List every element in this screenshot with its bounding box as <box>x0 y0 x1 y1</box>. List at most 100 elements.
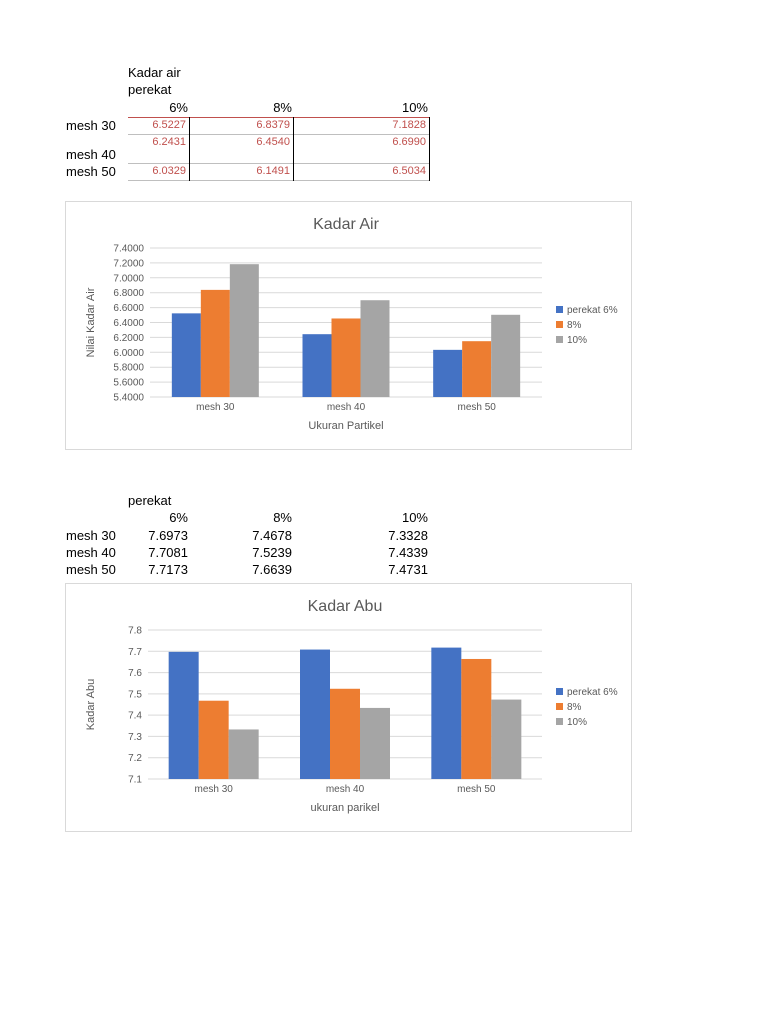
table1-row-label: mesh 30 <box>66 118 116 133</box>
bar <box>198 700 229 779</box>
x-axis-title: Ukuran Partikel <box>308 420 383 432</box>
y-tick-label: 7.8 <box>128 626 142 637</box>
bar <box>330 688 360 779</box>
table1-border <box>128 134 430 135</box>
bar <box>331 318 361 397</box>
table2-cell: 7.5239 <box>252 545 292 560</box>
bar <box>491 699 522 779</box>
y-tick-label: 5.4000 <box>113 393 144 404</box>
bar <box>171 313 201 397</box>
legend-swatch <box>556 718 563 725</box>
table2-title: perekat <box>128 493 172 508</box>
table1-cell: 6.6990 <box>392 136 426 148</box>
y-tick-label: 6.6000 <box>113 303 144 314</box>
y-axis-title: Nilai Kadar Air <box>85 287 97 357</box>
table1-row-label: mesh 40 <box>66 147 116 162</box>
y-axis-title: Kadar Abu <box>85 679 97 730</box>
table1-col-header: 8% <box>273 100 292 115</box>
chart-title: Kadar Air <box>313 216 379 233</box>
chart-kadar-air-svg: Kadar Air 5.4000 5.6000 5.8000 6.0000 6.2000 6… <box>85 216 618 432</box>
y-tick-label: 6.0000 <box>113 348 144 359</box>
table1-cell: 6.8379 <box>256 119 290 131</box>
bar <box>229 264 259 397</box>
x-tick-label: mesh 30 <box>196 402 235 413</box>
legend-label: perekat 6% <box>567 687 618 698</box>
y-tick-label: 5.6000 <box>113 378 144 389</box>
legend-swatch <box>556 703 563 710</box>
bar <box>300 649 330 779</box>
table2-col-header: 10% <box>401 510 428 525</box>
table1-cell: 6.0329 <box>152 165 186 177</box>
table1-border <box>189 117 190 181</box>
x-tick-label: mesh 30 <box>194 784 233 795</box>
chart-kadar-abu: Kadar Abu 7.1 7.2 7.3 7.4 7.5 7.6 7.7 7.8 mesh 30… <box>65 583 632 832</box>
bar <box>168 651 199 779</box>
bar <box>462 341 492 397</box>
x-axis-title: ukuran parikel <box>310 802 379 814</box>
table2-col-header: 6% <box>169 510 188 525</box>
y-tick-label: 7.4 <box>128 711 142 722</box>
table2-row-label: mesh 40 <box>66 545 116 560</box>
y-tick-label: 7.1 <box>128 775 142 786</box>
bar <box>461 658 492 779</box>
table1-title-line2: perekat <box>128 82 172 97</box>
y-tick-label: 7.6 <box>128 668 142 679</box>
x-tick-label: mesh 50 <box>457 402 496 413</box>
table1-border <box>429 117 430 181</box>
bar <box>360 707 390 779</box>
chart-title: Kadar Abu <box>308 598 383 615</box>
table2-row-label: mesh 30 <box>66 528 116 543</box>
table2-cell: 7.4731 <box>388 562 428 577</box>
table2-cell: 7.7081 <box>148 545 188 560</box>
legend-swatch <box>556 306 563 313</box>
table1-border <box>293 117 294 181</box>
legend-label: 8% <box>567 320 582 331</box>
legend-label: 10% <box>567 717 587 728</box>
table2-cell: 7.4678 <box>252 528 292 543</box>
table2-col-header: 8% <box>273 510 292 525</box>
x-tick-label: mesh 40 <box>327 402 366 413</box>
x-tick-label: mesh 50 <box>457 784 496 795</box>
table1-border <box>128 117 430 118</box>
table1-border <box>128 163 430 164</box>
table1-col-header: 10% <box>401 100 428 115</box>
bar <box>200 289 230 397</box>
bar <box>302 334 332 397</box>
legend-swatch <box>556 688 563 695</box>
y-tick-label: 7.2 <box>128 753 142 764</box>
y-tick-label: 7.2000 <box>113 258 144 269</box>
table1-cell: 6.2431 <box>152 136 186 148</box>
y-tick-label: 6.2000 <box>113 333 144 344</box>
bar <box>431 647 462 779</box>
bar <box>228 729 259 779</box>
table2-cell: 7.6973 <box>148 528 188 543</box>
table1-border <box>128 180 430 181</box>
y-tick-label: 7.4000 <box>113 244 144 255</box>
y-tick-label: 7.5 <box>128 689 142 700</box>
y-tick-label: 6.4000 <box>113 318 144 329</box>
legend-label: 8% <box>567 702 582 713</box>
legend-label: perekat 6% <box>567 305 618 316</box>
table1-col-header: 6% <box>169 100 188 115</box>
table1-title-line1: Kadar air <box>128 65 181 80</box>
table1-cell: 6.5227 <box>152 119 186 131</box>
table2-cell: 7.4339 <box>388 545 428 560</box>
y-tick-label: 5.8000 <box>113 363 144 374</box>
table1-cell: 7.1828 <box>392 119 426 131</box>
bar <box>360 300 390 397</box>
table1-row-label: mesh 50 <box>66 164 116 179</box>
legend-swatch <box>556 321 563 328</box>
chart-kadar-air: Kadar Air 5.4000 5.6000 5.8000 6.0000 6.2000 6… <box>65 201 632 450</box>
legend-label: 10% <box>567 335 587 346</box>
y-tick-label: 7.0000 <box>113 273 144 284</box>
table1-cell: 6.5034 <box>392 165 426 177</box>
table2-cell: 7.6639 <box>252 562 292 577</box>
y-tick-label: 7.7 <box>128 647 142 658</box>
table2-row-label: mesh 50 <box>66 562 116 577</box>
table2-cell: 7.7173 <box>148 562 188 577</box>
table1-cell: 6.1491 <box>256 165 290 177</box>
x-tick-label: mesh 40 <box>326 784 365 795</box>
bar <box>491 314 521 397</box>
table1-cell: 6.4540 <box>256 136 290 148</box>
bar <box>433 349 463 397</box>
